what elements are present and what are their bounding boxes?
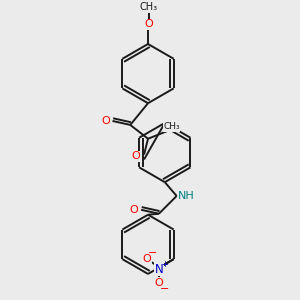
Text: O: O bbox=[132, 152, 141, 161]
Text: CH₃: CH₃ bbox=[140, 2, 158, 13]
Text: O: O bbox=[145, 19, 153, 29]
Text: O: O bbox=[154, 278, 163, 288]
Text: −: − bbox=[160, 284, 170, 294]
Text: NH: NH bbox=[178, 191, 195, 201]
Text: O: O bbox=[101, 116, 110, 126]
Text: O: O bbox=[142, 254, 152, 264]
Text: O: O bbox=[130, 205, 139, 215]
Text: N: N bbox=[154, 262, 163, 275]
Text: CH₃: CH₃ bbox=[164, 122, 180, 131]
Text: −: − bbox=[148, 248, 158, 258]
Text: +: + bbox=[161, 260, 168, 268]
